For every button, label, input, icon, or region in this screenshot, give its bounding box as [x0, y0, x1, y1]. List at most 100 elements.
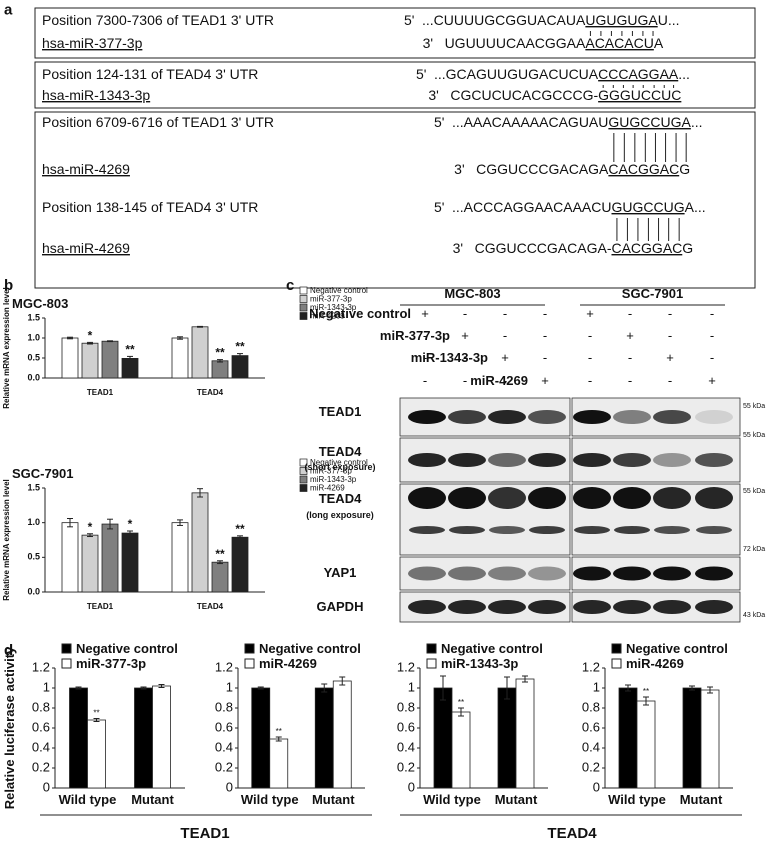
chart-title: SGC-7901 — [12, 466, 73, 481]
target-seq: ...CUUUUGCGGUACAUAUGUGUGAU... — [422, 12, 679, 28]
blot-label: TEAD4 — [319, 491, 362, 506]
sign: - — [543, 328, 547, 343]
legend-swatch — [299, 467, 308, 475]
seq-part: G — [679, 161, 690, 177]
band — [653, 600, 691, 614]
y-tick-label: 1.2 — [32, 659, 50, 674]
band — [449, 526, 485, 534]
legend-label: miR-4269 — [310, 484, 345, 493]
error-bar — [217, 359, 223, 363]
mirna-seq: CGCUCUCACGCCCG-GGGUCCUC — [450, 87, 681, 103]
y-tick-label: 0.6 — [582, 719, 600, 734]
seq-part: UGUUUUCAACGGAA — [445, 35, 586, 51]
bar — [231, 536, 249, 593]
bar — [497, 687, 517, 789]
legend-swatch — [299, 312, 308, 320]
band — [613, 410, 651, 424]
bar — [134, 687, 153, 789]
legend-swatch — [611, 643, 622, 654]
seq-part: ...ACCCAGGAACAAACU — [452, 199, 611, 215]
position-text: Position 7300-7306 of TEAD1 3' UTR — [42, 12, 274, 28]
error-bar — [87, 341, 93, 345]
bar — [451, 711, 471, 789]
y-tick-label: 1 — [226, 679, 233, 694]
seq-part: ...CUUUUGCGGUACAUA — [422, 12, 586, 28]
y-tick-label: 0.6 — [215, 719, 233, 734]
y-tick-label: 0.2 — [32, 759, 50, 774]
error-bar — [140, 686, 147, 690]
error-bar — [237, 353, 243, 359]
band — [528, 600, 566, 614]
significance: ** — [125, 342, 135, 356]
band — [695, 410, 733, 424]
seq-part: CACGGAC — [611, 240, 682, 256]
error-bar — [158, 684, 165, 688]
band — [448, 600, 486, 614]
sign: - — [588, 328, 592, 343]
sign: + — [708, 373, 716, 388]
sign: + — [541, 373, 549, 388]
legend-swatch — [61, 643, 72, 654]
band — [613, 487, 651, 509]
y-tick-label: 1 — [593, 679, 600, 694]
seq-part: ACACACU — [585, 35, 653, 51]
legend-label: miR-377-3p — [76, 656, 146, 671]
y-axis-label: Relative mRNA expression level — [2, 479, 11, 601]
y-tick-label: 1.2 — [215, 659, 233, 674]
error-bar — [107, 340, 113, 343]
band — [653, 487, 691, 509]
error-bar — [217, 560, 223, 565]
band — [448, 487, 486, 509]
sign: - — [668, 306, 672, 321]
kda-marker: 55 kDa — [743, 488, 765, 495]
legend-swatch — [299, 458, 308, 467]
mirna-link[interactable]: hsa-miR-1343-3p — [42, 87, 150, 103]
x-tick-label: Wild type — [241, 792, 299, 807]
legend-label: miR-1343-3p — [441, 656, 518, 671]
seq-part: GGGUCCUC — [598, 87, 681, 103]
mirna-link[interactable]: hsa-miR-377-3p — [42, 35, 143, 51]
seq-part: GUGCCUGA — [608, 114, 691, 130]
legend-label: Negative control — [259, 641, 361, 656]
mirna-seq: UGUUUUCAACGGAAACACACUA — [445, 35, 664, 51]
error-bar — [257, 686, 264, 690]
kda-marker: 55 kDa — [743, 403, 765, 410]
significance: ** — [93, 709, 99, 718]
position-text: Position 124-131 of TEAD4 3' UTR — [42, 66, 258, 82]
legend-label: miR-377-3p — [310, 467, 352, 476]
band — [448, 410, 486, 424]
legend-label: Negative control — [310, 458, 368, 467]
sign: - — [503, 373, 507, 388]
seq-part: A... — [685, 199, 706, 215]
y-tick-label: 1.2 — [582, 659, 600, 674]
error-bar — [275, 736, 282, 742]
blot-label: GAPDH — [317, 599, 364, 614]
bar — [152, 685, 171, 789]
sign: + — [586, 306, 594, 321]
legend-label: miR-377-3p — [310, 295, 352, 304]
band — [613, 600, 651, 614]
x-tick-label: Wild type — [423, 792, 481, 807]
legend-swatch — [299, 475, 308, 484]
kda-marker: 43 kDa — [743, 612, 765, 619]
legend-swatch — [299, 295, 308, 303]
y-tick-label: 1.0 — [27, 517, 40, 527]
y-tick-label: 0.6 — [32, 719, 50, 734]
error-bar — [87, 533, 93, 538]
position-text: Position 138-145 of TEAD4 3' UTR — [42, 199, 258, 215]
mirna-link[interactable]: hsa-miR-4269 — [42, 161, 130, 177]
y-tick-label: 0.0 — [27, 586, 40, 596]
y-tick-label: 0 — [226, 779, 233, 794]
mirna-link[interactable]: hsa-miR-4269 — [42, 240, 130, 256]
band — [488, 453, 526, 467]
bar — [171, 522, 189, 593]
error-bar — [67, 518, 73, 528]
prime: 5' — [416, 66, 426, 82]
sign: - — [423, 328, 427, 343]
mirna-seq: CGGUCCCGACAGACACGGACG — [476, 161, 690, 177]
band — [408, 566, 446, 581]
target-seq: ...ACCCAGGAACAAACUGUGCCUGA... — [452, 199, 706, 215]
y-tick-label: 0.6 — [397, 719, 415, 734]
sign: - — [710, 306, 714, 321]
band — [488, 600, 526, 614]
